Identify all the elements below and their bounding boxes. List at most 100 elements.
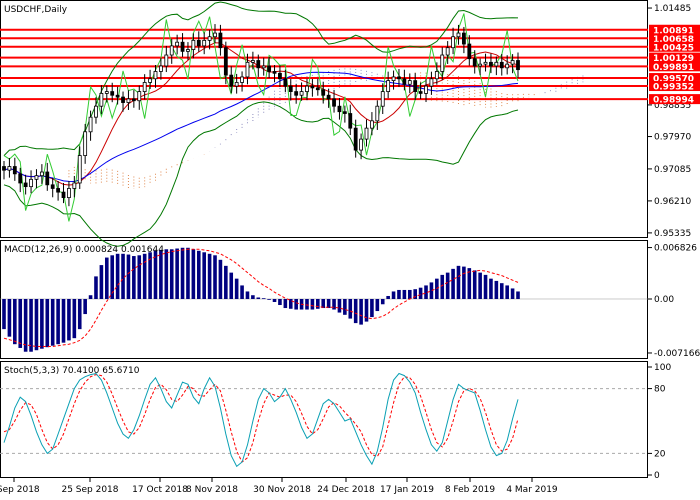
- candle-body: [359, 138, 363, 151]
- candle-body: [83, 131, 88, 156]
- macd-bar: [115, 253, 120, 299]
- stoch-main-path: [3, 372, 519, 468]
- candle-body: [353, 127, 358, 151]
- candle-body: [407, 80, 412, 85]
- macd-bar: [462, 266, 466, 299]
- date-tick-label: 8 Feb 2019: [445, 485, 496, 495]
- macd-bar: [380, 298, 385, 305]
- date-tick-label: 4 Mar 2019: [506, 485, 558, 495]
- macd-bar: [13, 298, 17, 345]
- macd-tick-label: 0.00: [654, 295, 674, 305]
- level-label-box: [649, 33, 700, 44]
- macd-bar: [224, 265, 228, 299]
- macd-bar: [159, 250, 163, 299]
- macd-bar: [494, 280, 499, 299]
- macd-bar: [56, 298, 60, 345]
- macd-bar: [94, 276, 98, 299]
- level-label: 0.98994: [653, 96, 694, 106]
- candle-body: [169, 45, 174, 56]
- candle-body: [489, 61, 493, 67]
- macd-bar: [88, 295, 93, 299]
- level-label: 1.00891: [653, 26, 694, 36]
- macd-bar: [196, 250, 201, 299]
- candle-body: [234, 82, 239, 87]
- candle-body: [218, 32, 223, 49]
- candle-body: [153, 71, 158, 80]
- stoch-panel-title: Stoch(5,3,3) 70.4100 65.6710: [4, 366, 140, 376]
- price-tick-label: 0.98835: [654, 101, 691, 111]
- macd-bar: [278, 298, 282, 306]
- price-tick-label: 0.95335: [654, 229, 691, 239]
- candle-body: [131, 98, 136, 102]
- candle-body: [18, 173, 23, 184]
- candle-body: [23, 182, 28, 188]
- macd-bar: [321, 298, 326, 309]
- macd-bar: [505, 285, 509, 299]
- candle-body: [2, 166, 6, 171]
- macd-bar: [207, 253, 212, 299]
- candlesticks: [2, 24, 520, 207]
- bollinger-lower: [3, 101, 519, 247]
- candle-body: [424, 85, 428, 94]
- stoch-y-axis: 100 80 20 0: [648, 363, 671, 481]
- candle-body: [180, 41, 185, 52]
- macd-tick-label: -0.007166: [654, 349, 700, 359]
- macd-bar: [429, 282, 434, 299]
- macd-bar: [45, 298, 50, 348]
- macd-bar: [267, 298, 271, 300]
- macd-bar: [191, 249, 196, 299]
- candle-body: [445, 47, 450, 56]
- macd-bar: [126, 254, 131, 299]
- macd-panel-title: MACD(12,26,9) 0.000824 0.001644: [4, 245, 164, 255]
- candle-body: [7, 166, 12, 171]
- candle-body: [283, 78, 288, 87]
- macd-bar: [326, 298, 331, 309]
- level-label: 1.00425: [653, 43, 694, 53]
- candle-body: [34, 175, 39, 180]
- macd-bar: [353, 298, 358, 324]
- macd-bar: [316, 298, 320, 309]
- candle-body: [391, 76, 396, 82]
- candle-body: [321, 89, 326, 96]
- level-label-box: [649, 41, 700, 52]
- candle-body: [332, 98, 336, 107]
- candle-body: [213, 32, 217, 38]
- macd-bar: [343, 298, 347, 315]
- macd-bar: [516, 291, 520, 299]
- macd-signal-path: [3, 248, 519, 347]
- macd-bar: [256, 297, 261, 299]
- level-label: 1.00658: [653, 35, 694, 45]
- candle-body: [142, 82, 147, 92]
- candle-body: [110, 91, 115, 96]
- candle-body: [88, 116, 93, 133]
- candle-body: [461, 32, 466, 45]
- macd-bar: [364, 298, 369, 322]
- macd-bar: [359, 298, 363, 325]
- candle-body: [402, 78, 407, 85]
- macd-bar: [472, 270, 477, 299]
- macd-bar: [261, 298, 266, 300]
- candle-body: [397, 76, 401, 80]
- candle-body: [456, 32, 461, 38]
- macd-bar: [83, 298, 87, 315]
- macd-bar: [489, 278, 493, 299]
- candle-body: [516, 60, 520, 71]
- macd-bar: [148, 252, 152, 299]
- macd-bar: [348, 298, 353, 319]
- macd-bar: [29, 298, 33, 352]
- macd-bar: [72, 298, 77, 339]
- stoch-level-lines: [0, 388, 648, 454]
- macd-bar: [424, 285, 428, 299]
- macd-bar: [483, 274, 488, 299]
- candle-body: [505, 63, 510, 69]
- level-label-box: [649, 61, 700, 72]
- macd-bar: [7, 298, 12, 337]
- candle-body: [94, 105, 98, 118]
- candle-body: [429, 78, 434, 87]
- level-label-box: [649, 24, 700, 35]
- candle-body: [202, 39, 207, 47]
- candle-body: [29, 178, 33, 188]
- candle-body: [364, 127, 369, 140]
- candle-body: [115, 94, 120, 98]
- macd-bar: [169, 249, 174, 299]
